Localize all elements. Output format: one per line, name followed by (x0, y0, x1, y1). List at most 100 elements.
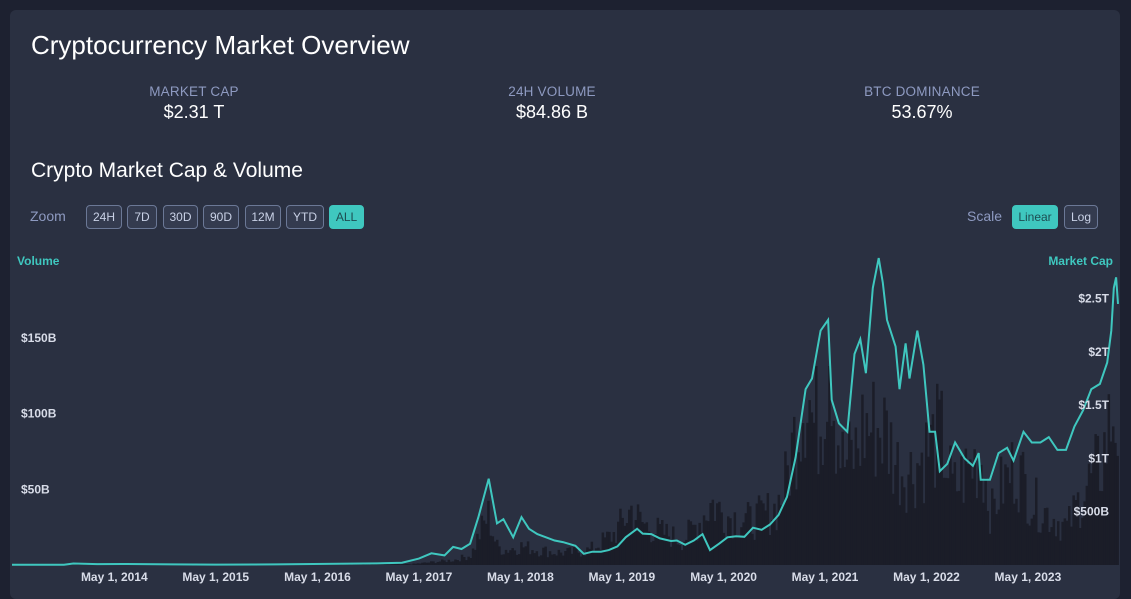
volume-bar (1059, 540, 1062, 565)
volume-bar (1109, 441, 1113, 565)
volume-bar (764, 510, 767, 565)
volume-bar (458, 561, 462, 565)
volume-bar (1105, 463, 1108, 565)
volume-bar (614, 542, 618, 565)
volume-bar (977, 460, 981, 565)
volume-bar (586, 547, 589, 565)
volume-bar (711, 499, 715, 565)
volume-bar (777, 494, 781, 565)
volume-bar (427, 562, 431, 565)
volume-bar (524, 546, 528, 565)
volume-bar (566, 548, 569, 565)
volume-bar (557, 549, 561, 565)
volume-bar (581, 554, 585, 565)
stat-value: $2.31 T (163, 102, 225, 122)
volume-bar (1090, 473, 1093, 565)
volume-bar (896, 442, 899, 565)
volume-bar (821, 465, 825, 565)
volume-bar (727, 516, 730, 565)
volume-bar (639, 511, 642, 565)
volume-bar (768, 535, 772, 565)
volume-bar (513, 550, 517, 565)
volume-bar (1112, 426, 1115, 565)
zoom-7d-button[interactable]: 7D (127, 205, 157, 229)
volume-bar (749, 506, 752, 565)
volume-bar (564, 551, 567, 565)
volume-bar (559, 552, 563, 565)
volume-bar (942, 477, 946, 565)
scale-log-button[interactable]: Log (1064, 205, 1098, 229)
volume-bar (997, 509, 1001, 565)
volume-bar (784, 451, 787, 565)
volume-bar (771, 520, 774, 565)
x-tick-label: May 1, 2016 (284, 570, 351, 584)
volume-bar (632, 529, 635, 565)
volume-bar (540, 555, 543, 565)
market-cap-volume-chart: $50B $100B $150B $500B $1T $1.5T $2T $2.5T May 1… (11, 254, 1119, 584)
volume-bar (1048, 532, 1051, 565)
volume-bar (1037, 532, 1040, 565)
volume-bar (914, 508, 917, 565)
volume-bar (608, 531, 611, 565)
volume-bar (966, 464, 970, 565)
scale-linear-button[interactable]: Linear (1012, 205, 1058, 229)
volume-bar (964, 448, 968, 565)
zoom-24h-button[interactable]: 24H (86, 205, 122, 229)
x-tick-label: May 1, 2019 (588, 570, 655, 584)
volume-bar (1039, 532, 1042, 565)
zoom-all-button[interactable]: ALL (329, 205, 364, 229)
volume-bar (830, 426, 833, 565)
volume-bar (944, 477, 948, 565)
volume-bar (755, 503, 759, 565)
volume-bar (507, 552, 510, 565)
volume-bar (394, 564, 398, 565)
volume-bar (403, 564, 407, 565)
volume-bar (1068, 506, 1071, 565)
volume-bar (709, 503, 712, 565)
volume-bar (806, 422, 809, 565)
zoom-30d-button[interactable]: 30D (163, 205, 198, 229)
volume-bar (722, 532, 726, 565)
volume-bar (955, 491, 959, 565)
volume-bar (773, 503, 776, 565)
volume-bar (1114, 442, 1117, 565)
volume-bar (696, 540, 699, 565)
zoom-90d-button[interactable]: 90D (203, 205, 239, 229)
volume-bar (511, 548, 514, 565)
volume-bar (469, 558, 473, 565)
volume-bar (432, 561, 435, 565)
volume-bar (678, 545, 682, 565)
volume-bar (482, 520, 486, 565)
volume-bar (887, 473, 891, 565)
volume-bar (1072, 495, 1075, 565)
volume-bar (617, 521, 620, 565)
volume-bar (645, 522, 649, 565)
volume-bar (405, 564, 409, 565)
zoom-12m-button[interactable]: 12M (245, 205, 281, 229)
volume-bar (606, 531, 609, 565)
volume-bar (793, 416, 796, 565)
volume-bar (993, 498, 996, 565)
y-left-tick-label: $100B (21, 407, 57, 421)
stat-value: 53.67% (891, 102, 953, 122)
volume-bar (1046, 507, 1049, 565)
volume-bar (819, 436, 822, 565)
volume-bar (599, 549, 602, 565)
volume-bar (848, 421, 851, 565)
volume-bar (1050, 527, 1053, 565)
zoom-ytd-button[interactable]: YTD (286, 205, 324, 229)
volume-bar (859, 465, 862, 565)
volume-bar (1101, 491, 1104, 565)
volume-bar (467, 556, 470, 565)
x-tick-label: May 1, 2020 (690, 570, 757, 584)
volume-bar (383, 564, 387, 565)
y-right-tick-label: $2T (1088, 345, 1109, 359)
volume-bar (744, 513, 748, 565)
volume-bar (520, 542, 523, 565)
volume-bar (531, 550, 534, 565)
stat-value: $84.86 B (515, 102, 589, 122)
volume-bar (949, 445, 952, 565)
volume-bar (643, 523, 646, 565)
volume-bar (733, 512, 737, 565)
volume-bar (529, 554, 532, 565)
